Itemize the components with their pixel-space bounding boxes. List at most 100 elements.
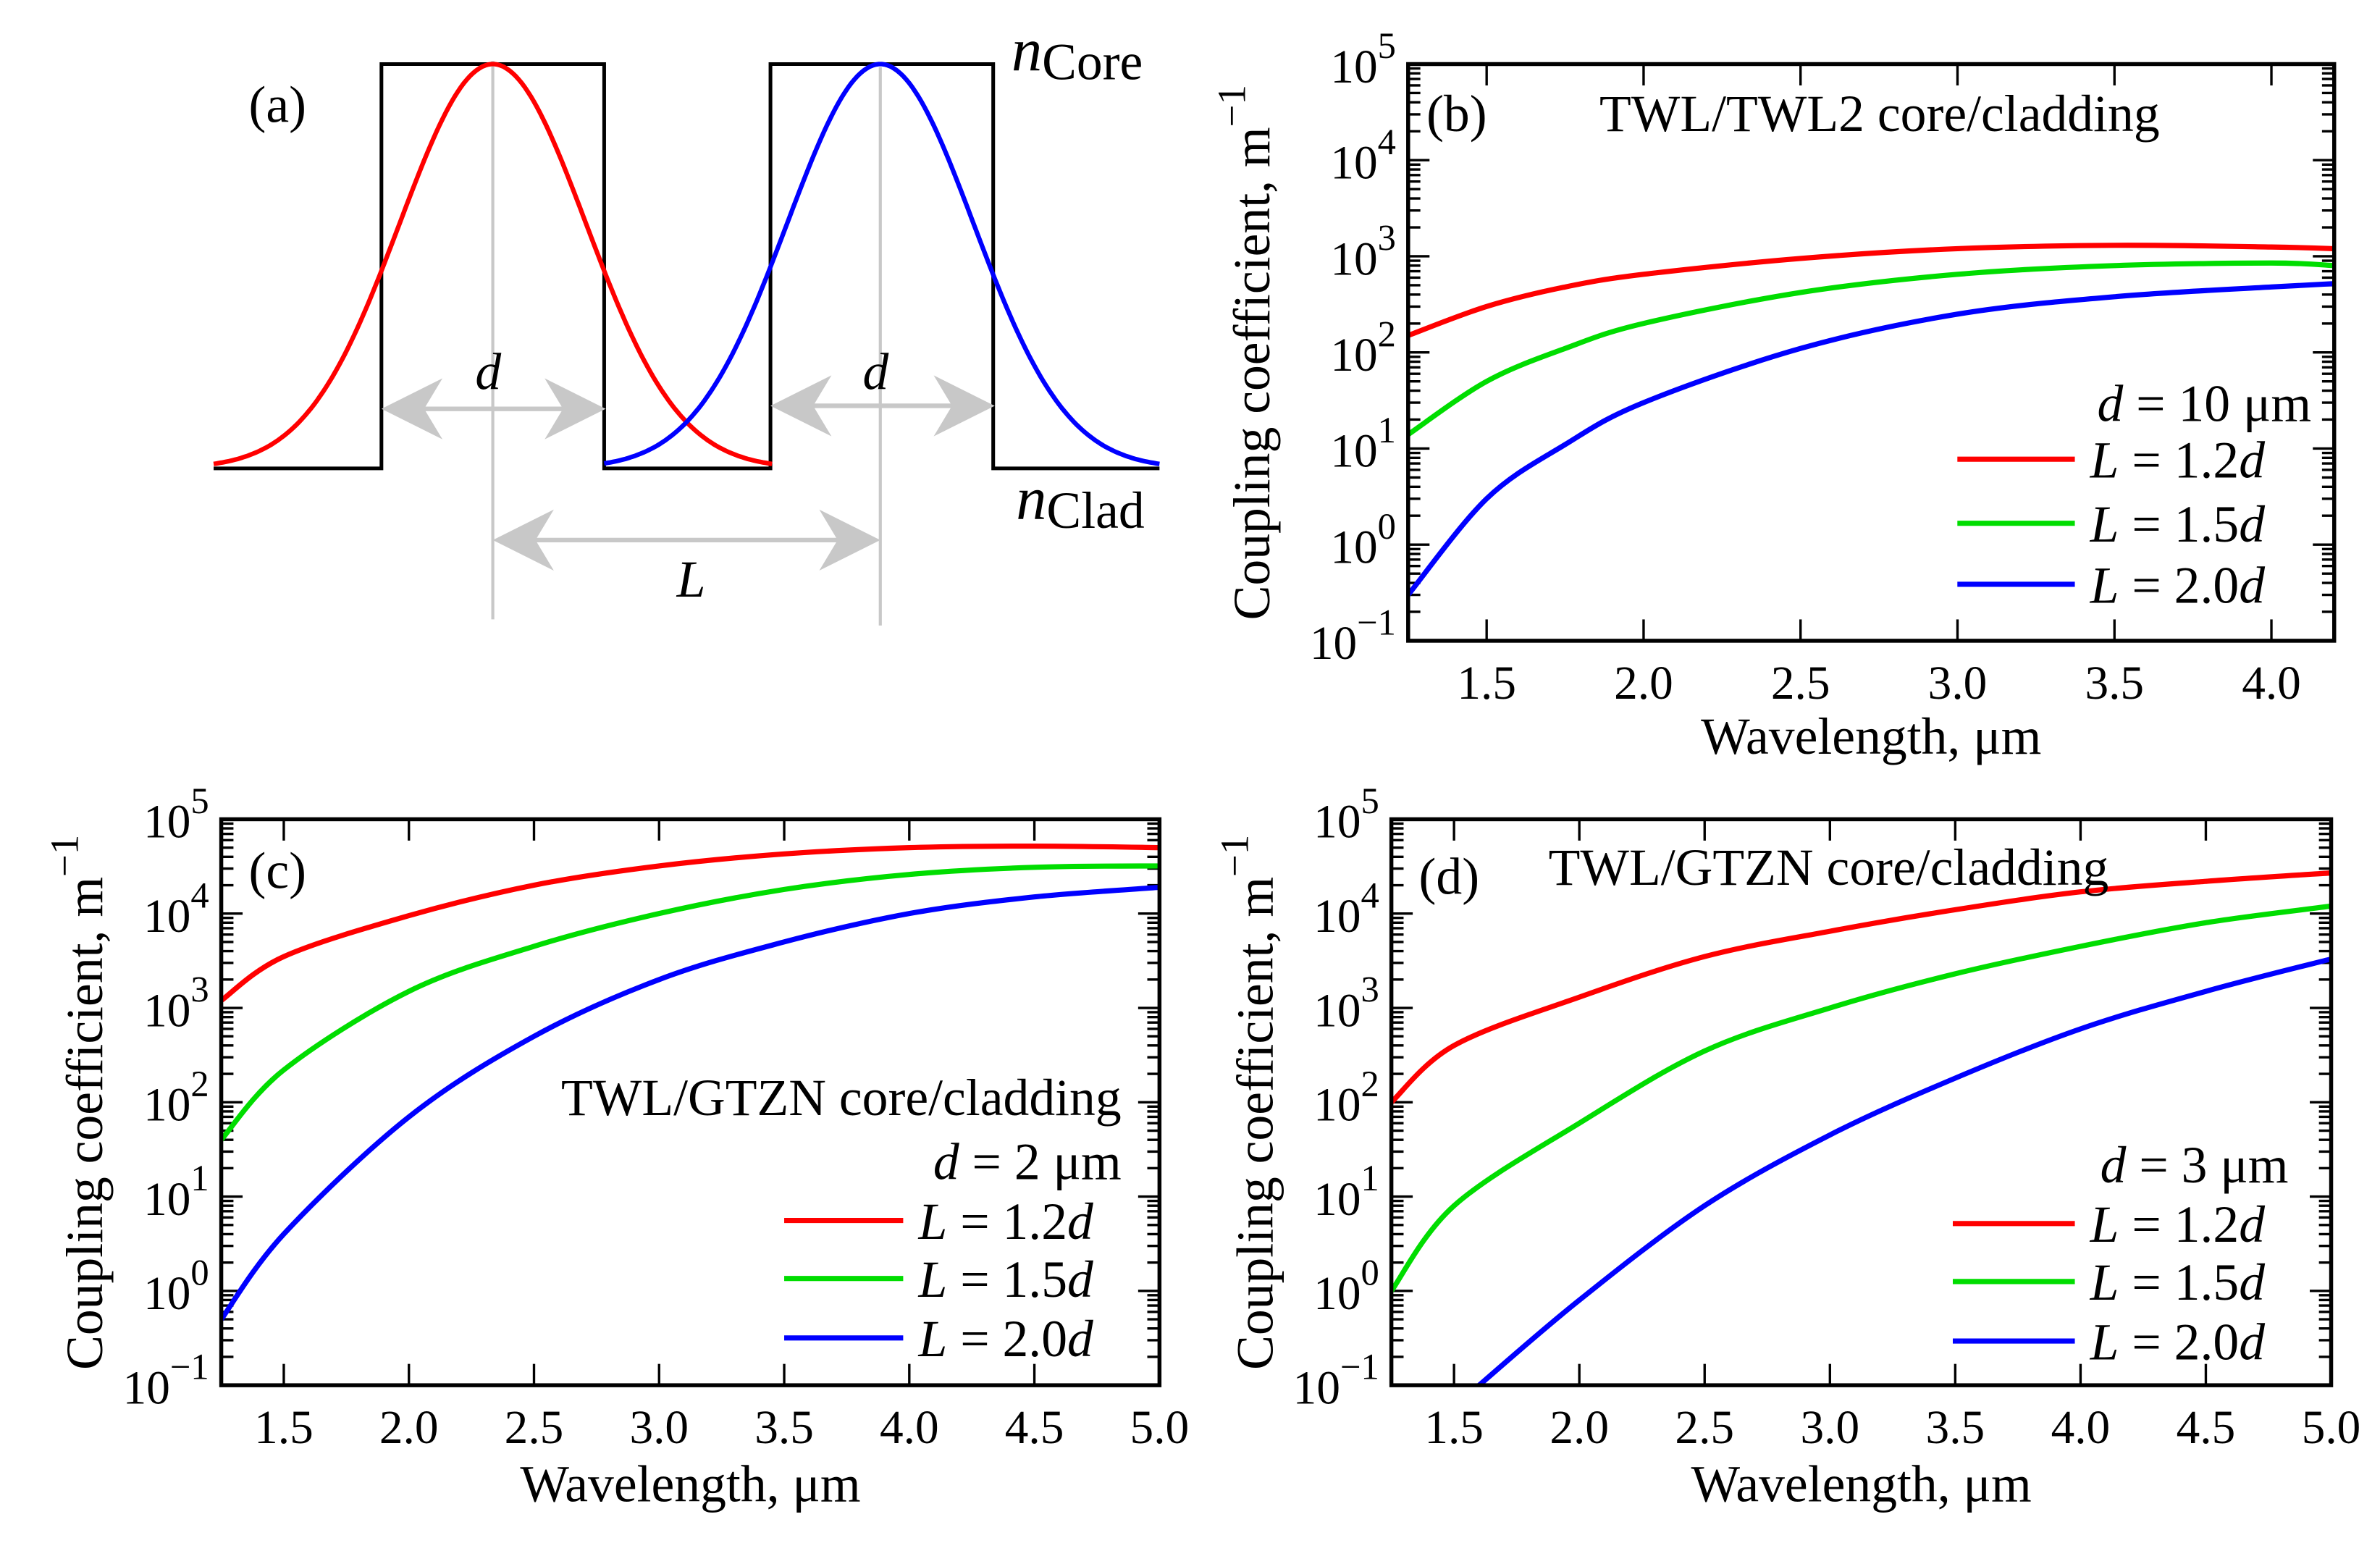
x-tick-label: 3.5 <box>754 1402 814 1454</box>
y-tick-label: 105 <box>1313 781 1379 849</box>
text-part: 0 <box>1378 506 1396 547</box>
text-part: 1.5 <box>254 1402 314 1454</box>
core-width-label-left: d <box>475 343 501 400</box>
text-part: 3.0 <box>1800 1402 1859 1454</box>
panel-label: (b) <box>1426 85 1487 143</box>
text-part: n <box>1016 465 1046 532</box>
legend-label: L = 1.5d <box>917 1251 1093 1308</box>
series-line-L12d <box>1391 870 2331 1104</box>
arrow-head-left <box>770 375 832 437</box>
text-part: Clad <box>1046 482 1144 539</box>
x-tick-label: 5.0 <box>2302 1402 2361 1454</box>
text-part: L <box>917 1311 947 1368</box>
text-part: 5 <box>190 781 209 821</box>
arrow-head-right <box>933 375 995 437</box>
mode-profile-left <box>213 62 773 466</box>
text-part: TWL/TWL2 core/cladding <box>1599 85 2160 143</box>
x-tick-label: 1.5 <box>254 1402 314 1454</box>
text-part: d <box>2239 496 2265 553</box>
text-part: 1 <box>1378 410 1396 450</box>
x-tick-label: 3.5 <box>2085 657 2144 710</box>
text-part: d <box>933 1134 959 1191</box>
text-part: L <box>917 1193 947 1250</box>
y-tick-label: 105 <box>143 781 209 849</box>
text-part: 3.5 <box>1926 1402 1985 1454</box>
y-axis-label: Coupling coefficient, m−1 <box>1213 835 1284 1370</box>
text-part: 2 <box>1378 314 1396 354</box>
separation-label: L <box>676 551 706 608</box>
text-part: d <box>2101 1137 2127 1194</box>
x-tick-label: 4.5 <box>1005 1402 1064 1454</box>
text-part: 4.0 <box>2051 1402 2111 1454</box>
text-part: L <box>2090 557 2119 614</box>
text-part: 10 <box>1313 891 1361 943</box>
y-tick-label: 104 <box>1330 122 1396 190</box>
legend-label: L = 1.2d <box>2090 1196 2266 1253</box>
legend: L = 1.2dL = 1.5dL = 2.0d <box>784 1193 1093 1368</box>
plot-frame <box>1406 62 2337 643</box>
series-line-L20d <box>1408 281 2334 597</box>
y-tick-label: 100 <box>1313 1252 1379 1320</box>
text-part: = 2 μm <box>959 1134 1122 1191</box>
text-part: 4.5 <box>1005 1402 1064 1454</box>
text-part: = 1.5 <box>2119 496 2239 553</box>
series-line-L15d <box>221 863 1160 1142</box>
text-part: 10 <box>1330 138 1377 190</box>
text-part: L <box>2090 1254 2119 1311</box>
text-part: 1 <box>1361 1158 1379 1198</box>
legend-label: L = 1.2d <box>917 1193 1093 1250</box>
separation-arrow <box>492 509 880 571</box>
legend: L = 1.2dL = 1.5dL = 2.0d <box>1957 432 2265 614</box>
text-part: 2.0 <box>379 1402 439 1454</box>
text-part: 2.5 <box>1771 657 1830 710</box>
core-width-arrow-left <box>381 378 606 440</box>
series-line-L12d <box>221 843 1160 1003</box>
text-part: 10 <box>1330 329 1377 382</box>
text-part: 10 <box>1313 985 1361 1037</box>
x-tick-label: 2.5 <box>1675 1402 1734 1454</box>
text-part: d <box>2239 557 2265 614</box>
legend-label: L = 2.0d <box>2090 1313 2266 1371</box>
series-line-L20d <box>221 884 1160 1321</box>
text-part: 5.0 <box>1130 1402 1190 1454</box>
text-part: 1 <box>190 1158 209 1198</box>
x-tick-label: 2.0 <box>1614 657 1673 710</box>
x-tick-label: 2.0 <box>379 1402 439 1454</box>
text-part: 2.5 <box>1675 1402 1734 1454</box>
legend-label: L = 1.5d <box>2090 1254 2266 1311</box>
text-part: L <box>2090 1196 2119 1253</box>
text-part: 10 <box>143 891 190 943</box>
text-part: d <box>2239 432 2265 489</box>
text-part: 10 <box>1330 41 1377 93</box>
text-part: Coupling coefficient, m <box>1224 127 1281 620</box>
text-part: d <box>475 343 501 400</box>
core-width-label-right: d <box>863 343 889 400</box>
x-tick-label: 4.5 <box>2177 1402 2236 1454</box>
text-part: 10 <box>143 1080 190 1132</box>
legend-label: L = 1.2d <box>2090 432 2266 489</box>
y-tick-label: 105 <box>1330 25 1396 93</box>
chart-annotation-title: TWL/GTZN core/cladding <box>561 1069 1122 1127</box>
n-clad-label: nClad <box>1016 465 1144 539</box>
series-line-L15d <box>1391 903 2331 1293</box>
text-part: 3.0 <box>629 1402 689 1454</box>
y-tick-label: 102 <box>143 1064 209 1132</box>
text-part: (d) <box>1419 849 1480 906</box>
text-part: 10 <box>1330 233 1377 285</box>
text-part: d <box>2239 1196 2265 1253</box>
legend-label: L = 2.0d <box>2090 557 2266 614</box>
y-tick-label: 10−1 <box>1310 602 1396 670</box>
parameter-annotation: d = 10 μm <box>2097 376 2311 433</box>
parameter-annotation: d = 2 μm <box>933 1134 1122 1191</box>
arrow-head-right <box>544 378 606 440</box>
y-tick-label: 10−1 <box>1293 1347 1379 1415</box>
text-part: 3.0 <box>1928 657 1988 710</box>
core-width-arrow-right <box>770 375 995 437</box>
arrow-head-right <box>819 509 880 571</box>
text-part: = 3 μm <box>2126 1137 2288 1194</box>
text-part: TWL/GTZN core/cladding <box>561 1069 1122 1127</box>
text-part: Core <box>1042 34 1143 91</box>
